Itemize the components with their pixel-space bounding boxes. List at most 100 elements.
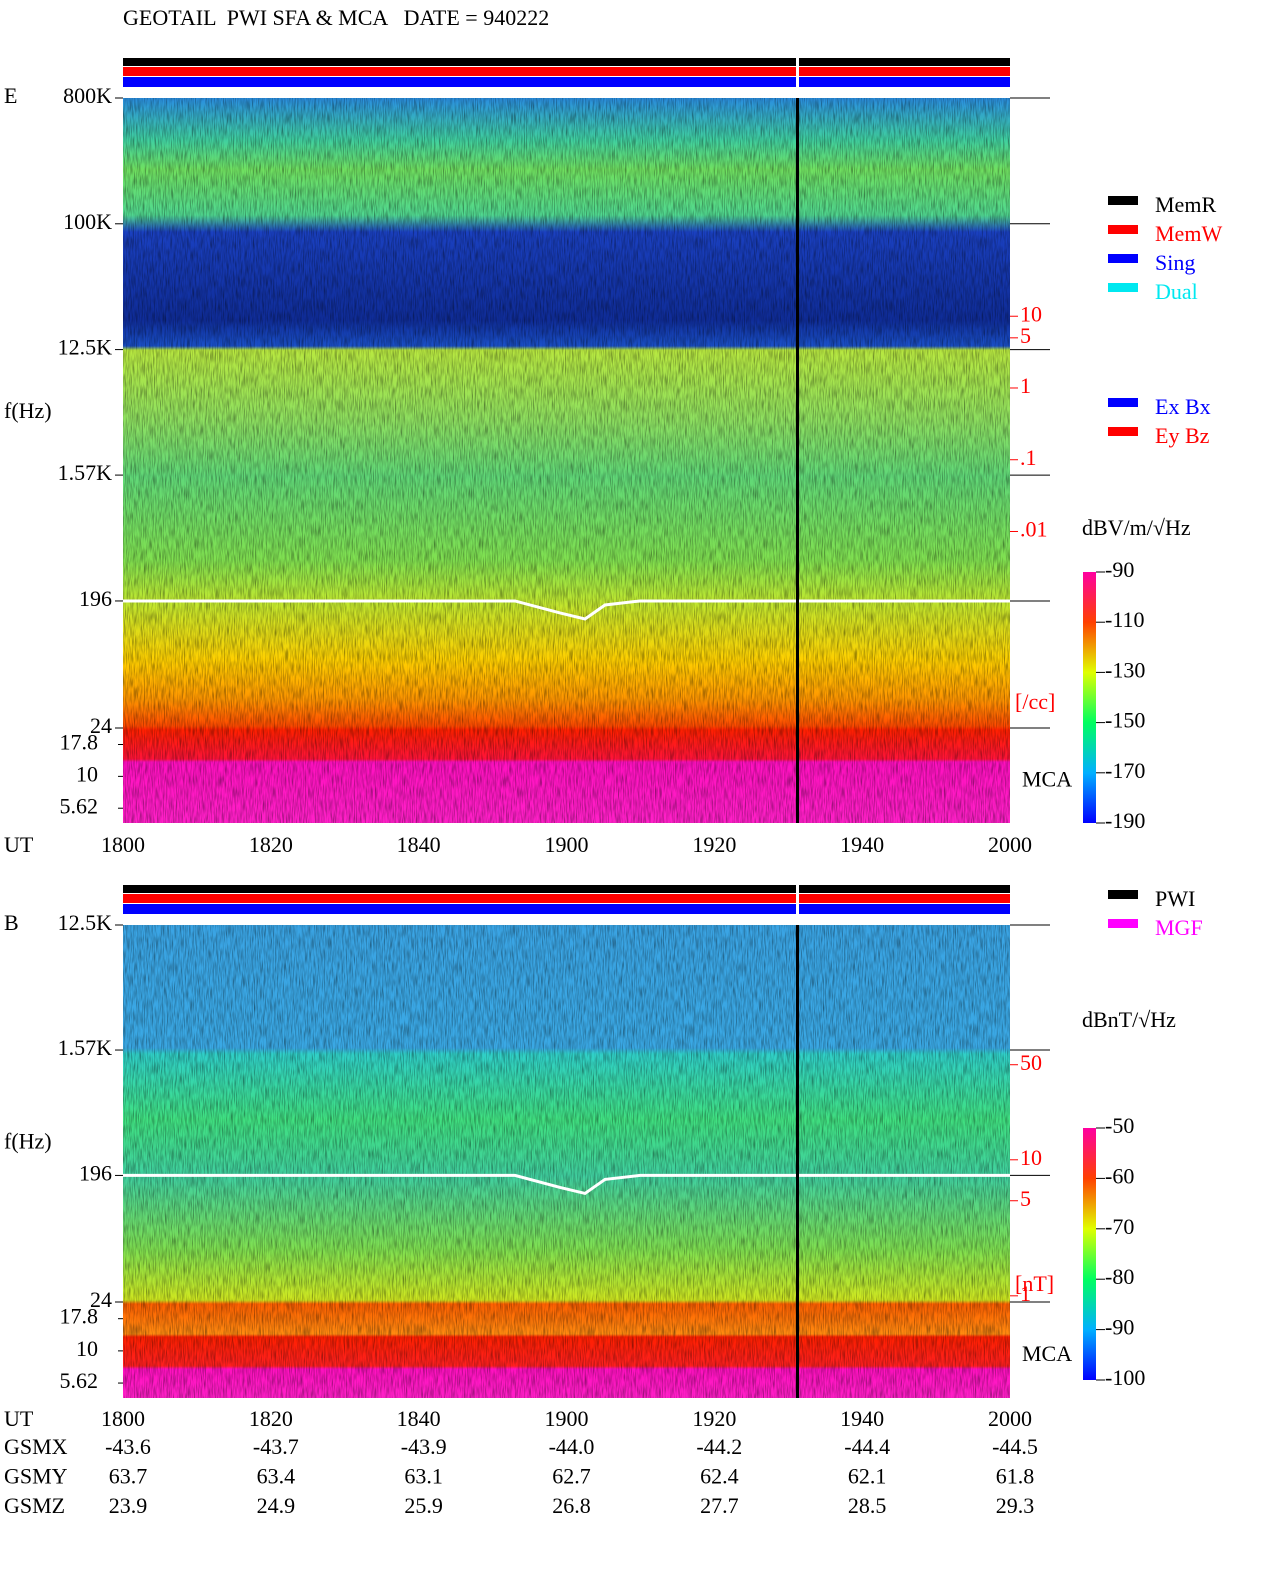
x-axis-label: UT — [4, 832, 34, 857]
spectrogram-texture — [123, 98, 1010, 823]
right-axis-label: 10 — [1020, 301, 1042, 326]
legend-text: MemW — [1155, 221, 1222, 246]
orbit-value: -44.2 — [696, 1434, 742, 1459]
x-tick-label: 1820 — [249, 1406, 293, 1431]
status-bar — [123, 904, 1010, 914]
colorbar-tick-label: -110 — [1105, 607, 1145, 632]
orbit-row-label: GSMZ — [4, 1493, 65, 1518]
legend-text: Dual — [1155, 279, 1198, 304]
colorbar-tick-label: -50 — [1105, 1113, 1134, 1138]
y-tick-label: 100K — [63, 209, 112, 234]
orbit-value: 63.1 — [404, 1464, 443, 1489]
right-axis-label: .1 — [1020, 445, 1037, 470]
y-axis-label: f(Hz) — [4, 398, 52, 423]
colorbar-tick-label: -70 — [1105, 1214, 1134, 1239]
mca-tick-label: 10 — [76, 1336, 98, 1361]
orbit-value: 25.9 — [404, 1493, 443, 1518]
x-tick-label: 2000 — [988, 1406, 1032, 1431]
colorbar-tick-label: -150 — [1105, 708, 1145, 733]
status-bar — [123, 67, 1010, 76]
y-tick-label: 196 — [79, 586, 112, 611]
data-gap — [796, 98, 799, 823]
x-tick-label: 1920 — [692, 1406, 736, 1431]
x-tick-label: 1820 — [249, 832, 293, 857]
colorbar-tick-label: -80 — [1105, 1264, 1134, 1289]
mca-tick-label: 5.62 — [60, 793, 99, 818]
colorbar-tick-label: -100 — [1105, 1365, 1145, 1390]
right-axis-unit: [nT] — [1015, 1271, 1054, 1296]
orbit-value: 63.4 — [257, 1464, 296, 1489]
x-tick-label: 1800 — [101, 1406, 145, 1431]
mca-tick-label: 17.8 — [60, 1304, 99, 1329]
x-tick-label: 1900 — [545, 1406, 589, 1431]
orbit-row-label: GSMX — [4, 1434, 68, 1459]
y-tick-label: 1.57K — [58, 1035, 113, 1060]
orbit-value: -43.6 — [105, 1434, 151, 1459]
y-tick-label: 24 — [90, 713, 112, 738]
right-axis-unit: [/cc] — [1015, 689, 1055, 714]
legend-text: PWI — [1155, 886, 1195, 911]
right-axis-label: 10 — [1020, 1145, 1042, 1170]
mca-label: MCA — [1022, 767, 1072, 792]
colorbar-tick-label: -60 — [1105, 1163, 1134, 1188]
panel-label: E — [4, 83, 17, 108]
y-tick-label: 12.5K — [58, 335, 113, 360]
mca-tick-label: 5.62 — [60, 1368, 99, 1393]
right-axis-label: 1 — [1020, 373, 1031, 398]
right-axis-label: .01 — [1020, 517, 1048, 542]
title: GEOTAIL PWI SFA & MCA DATE = 940222 — [123, 5, 549, 30]
colorbar-tick-label: -190 — [1105, 808, 1145, 833]
x-tick-label: 1840 — [397, 832, 441, 857]
mca-label: MCA — [1022, 1341, 1072, 1366]
orbit-value: 26.8 — [552, 1493, 591, 1518]
mca-tick-label: 10 — [76, 761, 98, 786]
orbit-value: 61.8 — [996, 1464, 1035, 1489]
orbit-value: 62.4 — [700, 1464, 739, 1489]
legend-text: MemR — [1155, 192, 1216, 217]
x-tick-label: 1940 — [840, 1406, 884, 1431]
colorbar — [1083, 572, 1096, 823]
x-tick-label: 1940 — [840, 832, 884, 857]
x-tick-label: 2000 — [988, 832, 1032, 857]
colorbar-tick-label: -90 — [1105, 557, 1134, 582]
legend-swatch — [1108, 225, 1138, 234]
orbit-value: 62.7 — [552, 1464, 591, 1489]
status-marker — [796, 885, 799, 914]
x-tick-label: 1920 — [692, 832, 736, 857]
status-bar — [123, 885, 1010, 893]
right-axis-label: 5 — [1020, 1186, 1031, 1211]
right-axis-label: 5 — [1020, 323, 1031, 348]
orbit-value: 62.1 — [848, 1464, 887, 1489]
legend-text: Ex Bx — [1155, 394, 1211, 419]
legend-swatch — [1108, 427, 1138, 436]
status-bar — [123, 894, 1010, 903]
legend-text: MGF — [1155, 915, 1203, 940]
orbit-row-label: GSMY — [4, 1464, 68, 1489]
y-tick-label: 196 — [79, 1160, 112, 1185]
x-tick-label: 1800 — [101, 832, 145, 857]
legend-swatch — [1108, 919, 1138, 928]
y-tick-label: 1.57K — [58, 460, 113, 485]
y-tick-label: 12.5K — [58, 910, 113, 935]
legend-swatch — [1108, 890, 1138, 899]
orbit-value: -44.5 — [992, 1434, 1038, 1459]
colorbar-tick-label: -130 — [1105, 657, 1145, 682]
colorbar-label: dBV/m/√Hz — [1082, 515, 1191, 540]
orbit-value: 24.9 — [257, 1493, 296, 1518]
orbit-value: 27.7 — [700, 1493, 739, 1518]
colorbar-label: dBnT/√Hz — [1082, 1007, 1176, 1032]
x-tick-label: 1840 — [397, 1406, 441, 1431]
legend-swatch — [1108, 283, 1138, 292]
mca-tick-label: 17.8 — [60, 730, 99, 755]
y-tick-label: 24 — [90, 1287, 112, 1312]
status-marker — [796, 58, 799, 87]
colorbar-tick-label: -90 — [1105, 1315, 1134, 1340]
legend-swatch — [1108, 196, 1138, 205]
x-axis-label: UT — [4, 1406, 34, 1431]
panel-label: B — [4, 910, 19, 935]
colorbar-tick-label: -170 — [1105, 758, 1145, 783]
orbit-value: -44.4 — [844, 1434, 890, 1459]
plasma-line — [123, 1173, 1010, 1196]
orbit-value: -43.7 — [253, 1434, 299, 1459]
